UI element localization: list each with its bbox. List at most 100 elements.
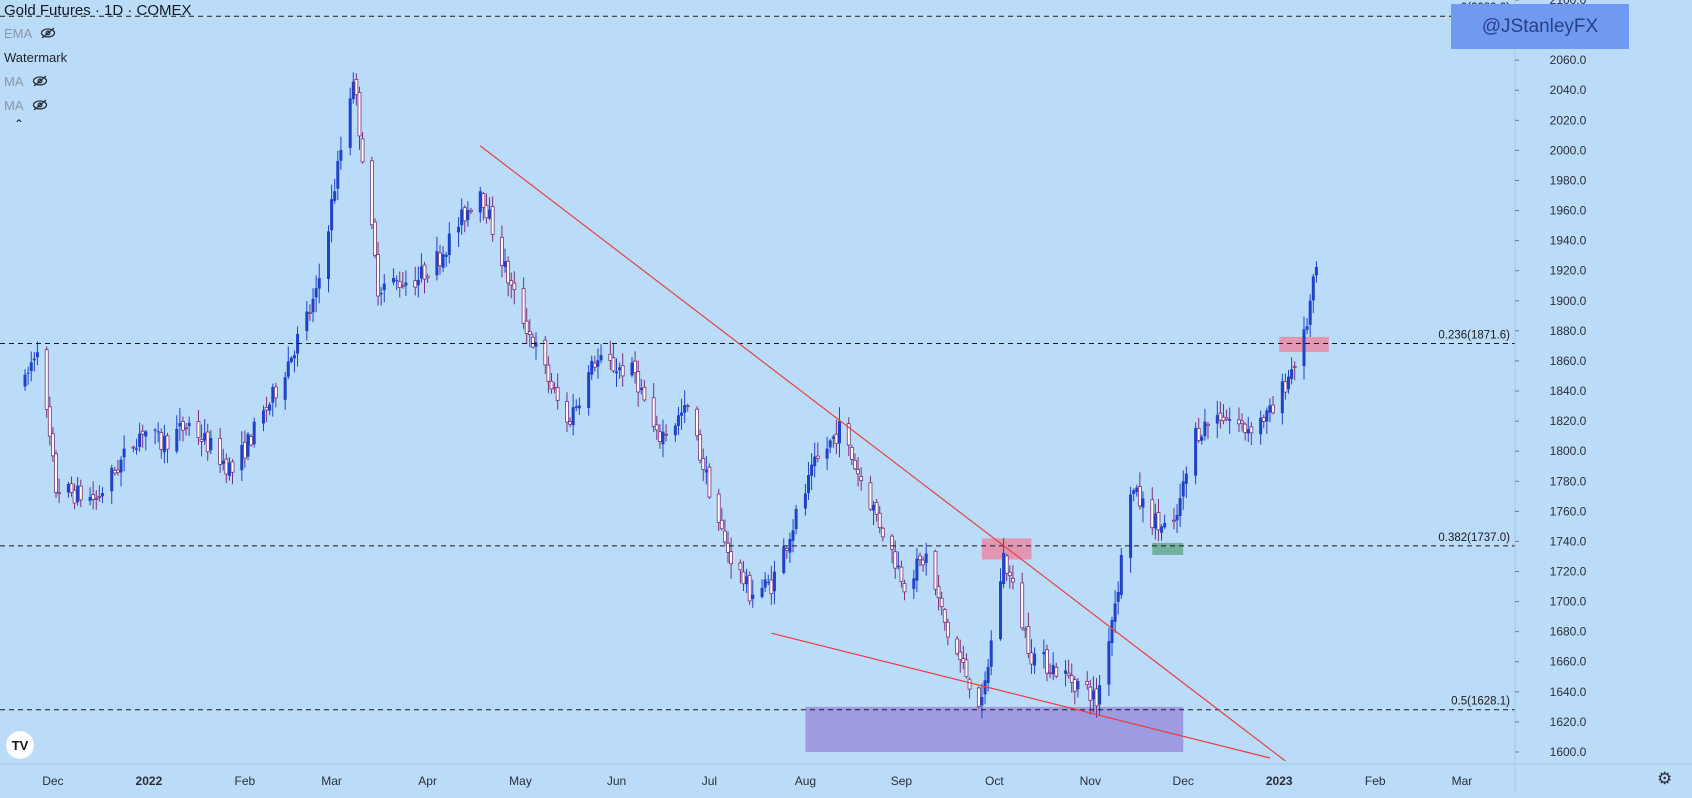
candle-body	[156, 431, 160, 433]
candle-body	[1141, 498, 1145, 508]
candle-body	[1107, 641, 1111, 685]
tradingview-logo[interactable]: TV	[6, 731, 34, 759]
candle-body	[1163, 522, 1167, 528]
candle-body	[512, 282, 517, 291]
candle-body	[611, 357, 616, 372]
candle-body	[51, 433, 55, 457]
candle-body	[187, 422, 191, 427]
candle-body	[484, 204, 489, 219]
candle-body	[983, 680, 987, 695]
candle-body	[807, 474, 811, 494]
symbol-title[interactable]: Gold Futures · 1D · COMEX	[4, 2, 192, 19]
candle-body	[661, 431, 665, 445]
y-tick-label: 1740.0	[1550, 534, 1587, 548]
candle-body	[1228, 419, 1232, 421]
candle-body	[490, 206, 495, 235]
indicator-row[interactable]: MA	[4, 93, 192, 117]
candle-body	[54, 453, 58, 493]
y-tick-label: 1980.0	[1550, 173, 1587, 187]
candle-body	[348, 98, 352, 148]
candle-body	[230, 461, 235, 473]
candle-body	[268, 404, 272, 411]
candle-body	[369, 160, 374, 226]
candle-body	[608, 353, 613, 361]
indicator-row[interactable]: EMA	[4, 21, 192, 45]
indicator-label: Watermark	[4, 49, 68, 65]
candle-body	[1302, 329, 1306, 367]
hidden-eye-icon[interactable]	[40, 27, 56, 39]
collapse-legend-icon[interactable]: ⌃	[14, 117, 25, 131]
candle-body	[1054, 666, 1059, 677]
candle-body	[1091, 690, 1095, 700]
candle-body	[205, 431, 210, 453]
candle-body	[729, 551, 733, 565]
candle-body	[283, 377, 287, 400]
candle-body	[825, 448, 829, 459]
chart-legend: Gold Futures · 1D · COMEX EMA Watermark MA…	[4, 1, 192, 131]
candle-body	[1200, 436, 1204, 441]
candle-body	[1175, 514, 1179, 521]
candle-body	[719, 519, 724, 530]
candle-body	[317, 278, 321, 289]
candle-body	[1268, 405, 1272, 413]
indicator-row[interactable]: MA	[4, 69, 192, 93]
candle-body	[683, 405, 687, 413]
hidden-eye-icon[interactable]	[32, 99, 48, 111]
candle-body	[249, 436, 253, 446]
candle-body	[738, 562, 743, 571]
candle-body	[639, 388, 643, 390]
candle-body	[47, 406, 52, 437]
y-tick-label: 1780.0	[1550, 474, 1587, 488]
candle-body	[311, 298, 315, 313]
candle-body	[165, 435, 170, 450]
candle-body	[890, 535, 895, 550]
trendlines-layer	[479, 145, 1286, 762]
candle-body	[264, 406, 269, 411]
candle-body	[698, 434, 703, 461]
candle-body	[1042, 651, 1046, 655]
x-tick-label: Jul	[702, 774, 717, 788]
candle-body	[810, 464, 814, 476]
hidden-eye-icon[interactable]	[32, 75, 48, 87]
candle-body	[1098, 685, 1102, 705]
indicator-row[interactable]: Watermark	[4, 45, 192, 69]
candle-body	[1029, 652, 1034, 665]
candle-body	[961, 658, 966, 663]
candle-body	[521, 288, 526, 324]
candle-body	[701, 458, 706, 470]
fib-level-label: 0.382(1737.0)	[1438, 532, 1510, 544]
settings-gear-icon[interactable]: ⚙	[1657, 769, 1673, 788]
candle-body	[680, 412, 684, 416]
x-tick-label: Sep	[891, 774, 913, 788]
candle-body	[1265, 410, 1269, 422]
indicator-list: EMA Watermark MA MA	[4, 21, 192, 117]
y-tick-label: 1600.0	[1550, 745, 1587, 759]
candle-body	[1137, 486, 1142, 507]
candle-body	[271, 387, 275, 403]
candle-body	[478, 191, 482, 213]
y-tick-label: 1860.0	[1550, 354, 1587, 368]
candle-body	[116, 469, 120, 473]
candle-body	[1156, 512, 1161, 531]
candle-body	[942, 609, 947, 623]
candle-body	[1246, 429, 1250, 434]
candle-body	[555, 387, 560, 401]
candle-body	[119, 459, 123, 473]
candle-body	[1178, 498, 1182, 516]
candle-body	[546, 364, 551, 382]
candle-body	[1172, 519, 1176, 522]
candle-body	[856, 468, 860, 475]
candle-body	[918, 555, 922, 561]
candle-body	[404, 282, 408, 286]
candle-body	[1023, 628, 1028, 631]
candle-body	[435, 251, 439, 276]
x-tick-label: Oct	[985, 774, 1004, 788]
candle-body	[1261, 417, 1266, 422]
candle-body	[524, 320, 529, 334]
y-tick-label: 1960.0	[1550, 204, 1587, 218]
candle-body	[664, 433, 668, 436]
candle-body	[685, 405, 690, 408]
candle-body	[131, 446, 136, 449]
